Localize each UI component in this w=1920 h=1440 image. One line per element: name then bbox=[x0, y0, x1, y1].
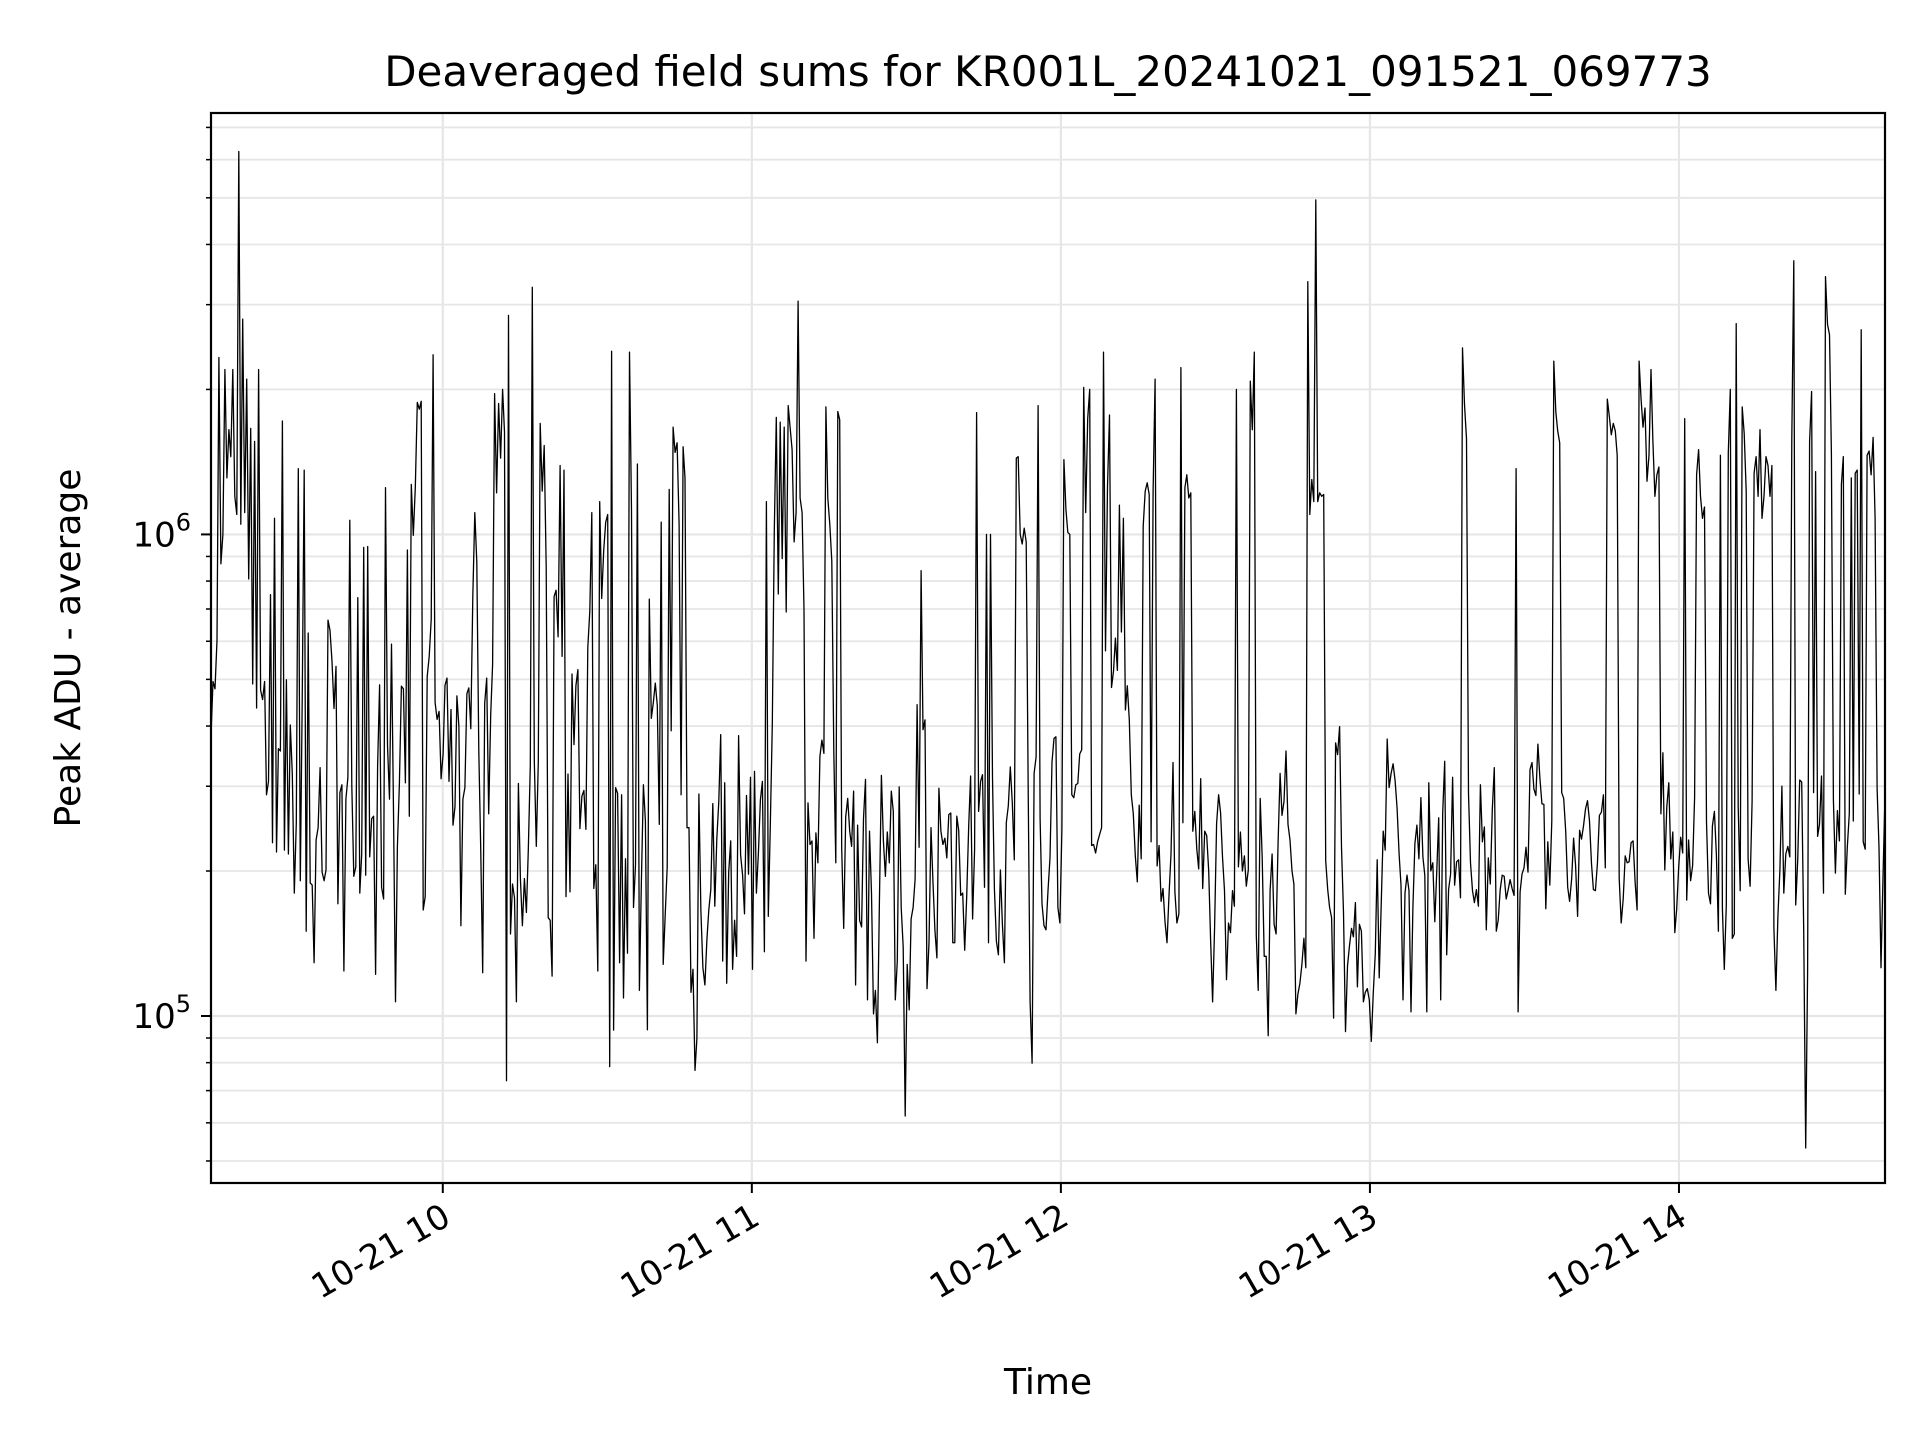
series-line-0 bbox=[210, 150, 1886, 1149]
series-group bbox=[210, 150, 1886, 1149]
x-axis-label: Time bbox=[1003, 1362, 1092, 1403]
plot-frame bbox=[209, 111, 1887, 1185]
y-tick-label: 105 bbox=[132, 990, 191, 1037]
plot-area bbox=[211, 113, 1885, 1183]
y-axis: 105 106 bbox=[132, 126, 211, 1162]
y-axis-label: Peak ADU - average bbox=[48, 469, 89, 828]
chart-title: Deaveraged field sums for KR001L_2024102… bbox=[384, 47, 1712, 96]
y-tick-label: 106 bbox=[132, 508, 191, 555]
